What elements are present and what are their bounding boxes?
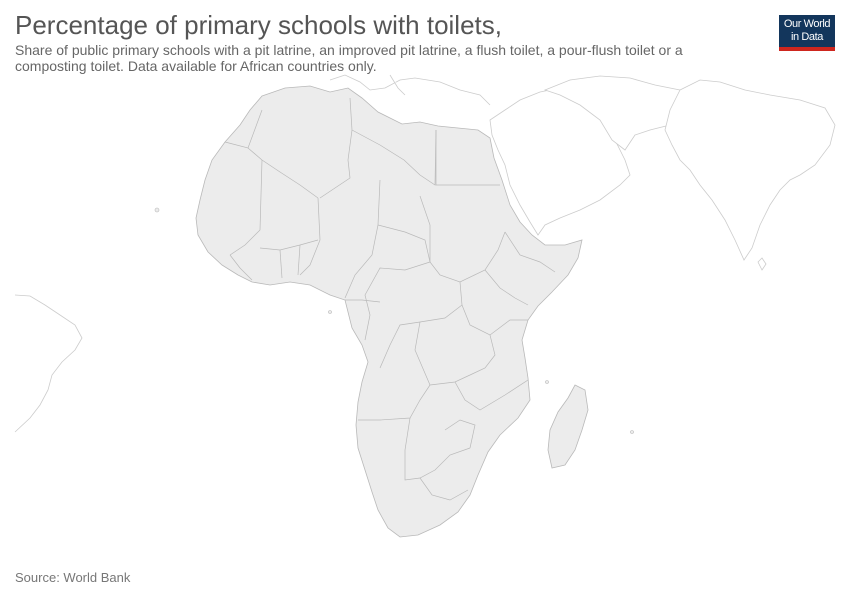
- europe-outline: [329, 74, 491, 106]
- logo-line-1: Our World: [783, 18, 831, 30]
- cape-verde: [154, 207, 160, 213]
- chart-subtitle: Share of public primary schools with a p…: [15, 42, 683, 74]
- chart-title: Percentage of primary schools with toile…: [15, 10, 502, 40]
- comoros: [545, 380, 549, 384]
- source-note: Source: World Bank: [15, 570, 131, 585]
- mauritius: [630, 430, 634, 434]
- country-borders: [224, 97, 556, 501]
- africa-landmass: [195, 85, 583, 538]
- india-outline: [664, 79, 836, 261]
- italy-outline: [389, 74, 406, 96]
- sao-tome: [328, 310, 332, 314]
- surrounding-land: [14, 74, 836, 433]
- sri-lanka-outline: [757, 257, 767, 271]
- south-america-outline: [14, 294, 83, 433]
- logo-stripe: [779, 47, 835, 51]
- logo-line-2: in Data: [790, 31, 824, 43]
- africa: [154, 85, 634, 538]
- owid-logo[interactable]: Our World in Data: [779, 15, 835, 51]
- madagascar: [547, 384, 589, 469]
- map: [14, 74, 836, 538]
